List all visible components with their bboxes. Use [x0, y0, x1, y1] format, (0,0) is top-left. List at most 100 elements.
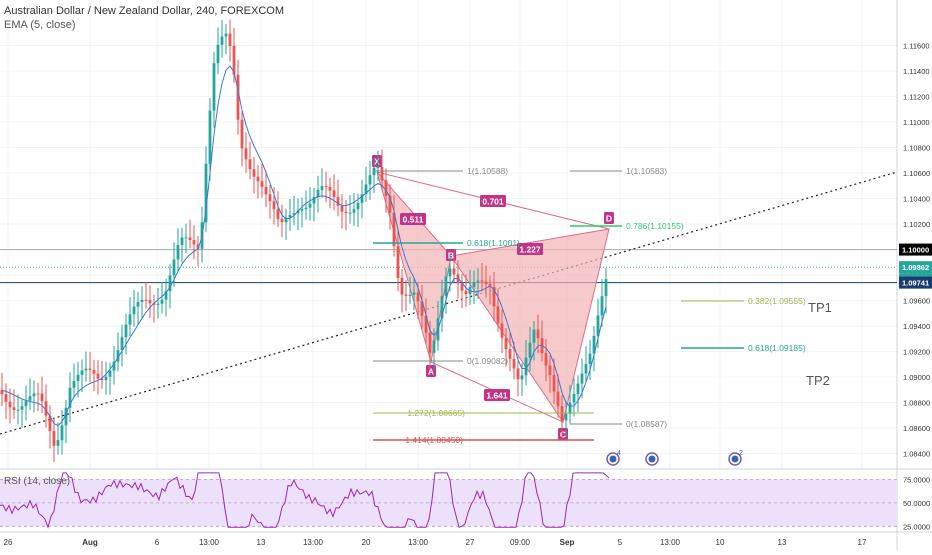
time-tick-label: 13:00 [199, 538, 220, 547]
time-tick-label: 5 [618, 538, 623, 547]
candle-body [396, 246, 400, 278]
candle-body [544, 353, 548, 366]
candle-body [252, 169, 256, 177]
pattern-point-label: X [374, 157, 380, 167]
candle-body [124, 324, 128, 338]
candle-body [344, 211, 348, 214]
candle-body [444, 276, 448, 296]
candle-body [548, 365, 552, 376]
time-tick-label: 27 [466, 538, 475, 547]
fib-label: 0(1.09082) [467, 356, 508, 366]
candle-body [532, 329, 536, 343]
candle-body [192, 240, 196, 245]
candle-body [120, 337, 124, 351]
candle-body [60, 425, 64, 441]
candle-body [432, 340, 436, 353]
rsi-panel: 75.0000 50.0000 25.0000 [0, 472, 930, 531]
pattern-ratio-badge [400, 213, 426, 225]
candle-body [72, 381, 76, 388]
price-badge-bg [899, 276, 932, 289]
price-badge: 1.09741 [899, 276, 932, 289]
time-tick-label: 13 [257, 538, 266, 547]
candle-body [300, 209, 304, 211]
candle-body [392, 212, 396, 247]
candle-body [372, 167, 376, 176]
candle-body [260, 181, 264, 187]
candle-body [80, 370, 84, 375]
pattern-point-label: C [560, 430, 566, 440]
candle-body [584, 364, 588, 374]
price-tick-label: 1.08600 [903, 424, 930, 433]
price-tick-label: 1.10600 [903, 169, 930, 178]
fib-label: 1(1.10583) [626, 166, 667, 176]
pattern-triangle-xab [376, 171, 452, 363]
price-badge: 1.10000 [899, 243, 932, 256]
rsi-indicator-label[interactable]: RSI (14, close) [4, 476, 71, 487]
time-tick-label: Aug [82, 538, 98, 547]
candle-body [228, 33, 232, 46]
candle-body [460, 283, 464, 291]
candle-body [68, 387, 72, 408]
fib-label: 0(1.08587) [626, 419, 667, 429]
price-tick-label: 1.11200 [903, 93, 930, 102]
candle-body [452, 268, 456, 275]
candle-body [264, 186, 268, 195]
time-tick-label: 10 [716, 538, 725, 547]
candle-body [92, 369, 96, 374]
candle-body [48, 415, 52, 431]
pattern-point-label: B [448, 251, 454, 261]
fib-label: 1.272(1.08665) [407, 408, 465, 418]
candle-body [296, 210, 300, 214]
pattern-ratio-label: 0.701 [482, 197, 504, 207]
price-tick-label: 1.09000 [903, 373, 930, 382]
time-tick-label: 13:00 [660, 538, 681, 547]
candle-body [96, 373, 100, 379]
candle-body [380, 166, 384, 181]
candle-body [476, 280, 480, 283]
time-tick-label: 13:00 [303, 538, 324, 547]
candle-body [420, 301, 424, 316]
candle-body [140, 299, 144, 302]
candle-body [172, 259, 176, 276]
price-badge-bg [899, 261, 932, 274]
candle-body [368, 175, 372, 185]
candle-body [32, 393, 36, 397]
candle-body [44, 401, 48, 416]
price-tick-label: 1.09200 [903, 348, 930, 357]
candle-body [0, 389, 4, 395]
event-count-label: 2 [739, 450, 743, 457]
candle-body [520, 375, 524, 380]
candle-body [568, 402, 572, 414]
candle-body [164, 291, 168, 300]
candle-body [168, 275, 172, 292]
target-tp2-label: TP2 [806, 373, 830, 388]
candle-body [208, 110, 212, 164]
candle-body [76, 374, 80, 382]
candle-body [592, 336, 596, 354]
candle-body [304, 207, 308, 210]
ema-indicator-label[interactable]: EMA (5, close) [4, 19, 76, 31]
candle-body [180, 237, 184, 245]
price-tick-label: 1.10400 [903, 195, 930, 204]
candle-body [116, 350, 120, 362]
candle-body [152, 303, 156, 305]
candle-body [20, 406, 24, 410]
candle-body [508, 349, 512, 359]
price-badge-bg [899, 243, 932, 256]
pattern-ratio-label: 1.641 [486, 391, 508, 401]
candle-body [4, 394, 8, 402]
candle-body [12, 407, 16, 410]
price-tick-label: 1.10200 [903, 220, 930, 229]
rsi-band [0, 479, 897, 527]
candle-body [524, 357, 528, 376]
candle-body [500, 323, 504, 338]
symbol-title: Australian Dollar / New Zealand Dollar, … [4, 5, 284, 17]
candle-body [464, 290, 468, 295]
time-tick-label: 6 [155, 538, 160, 547]
candle-body [564, 413, 568, 421]
candle-body [324, 186, 328, 188]
candle-body [448, 268, 452, 277]
candle-body [488, 284, 492, 287]
